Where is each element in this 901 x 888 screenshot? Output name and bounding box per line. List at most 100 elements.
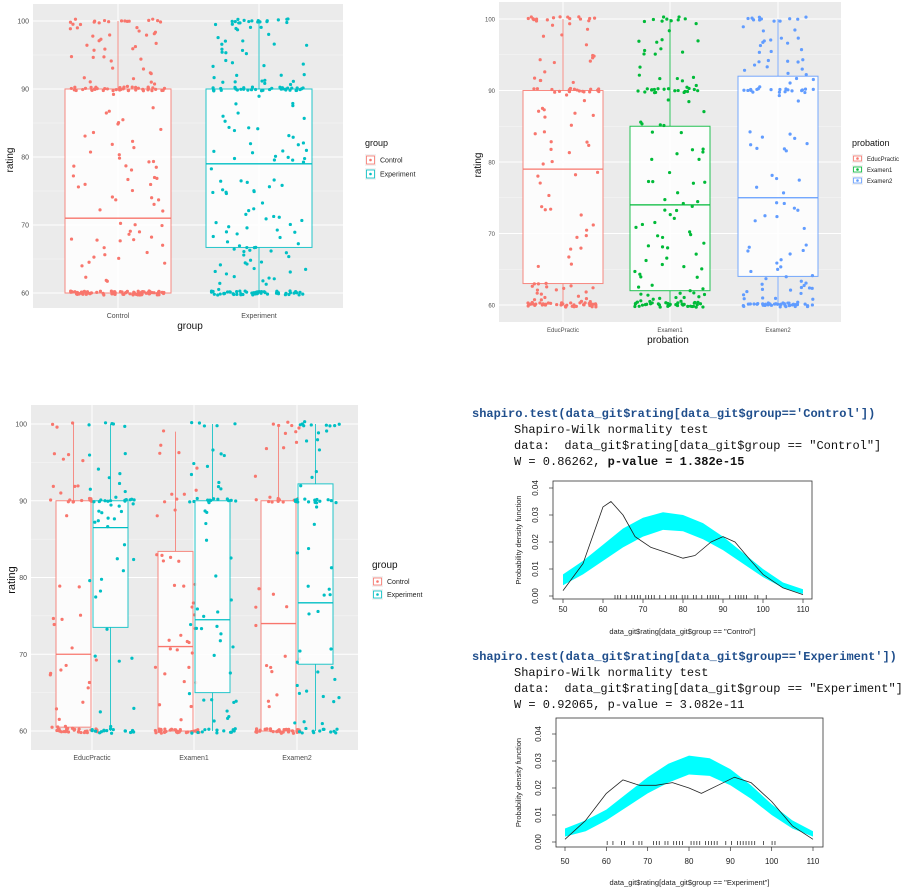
data-point: [287, 254, 291, 259]
y-tick-label: 60: [488, 304, 495, 310]
data-point: [646, 179, 651, 184]
data-point: [585, 27, 590, 31]
data-point: [215, 424, 219, 428]
data-point: [54, 707, 59, 711]
data-point: [306, 546, 311, 551]
data-point: [157, 289, 161, 294]
data-point: [770, 173, 774, 178]
data-point: [110, 142, 114, 146]
data-point: [578, 301, 582, 305]
data-point: [59, 668, 63, 672]
data-point: [134, 88, 138, 92]
data-point: [535, 291, 539, 295]
data-point: [291, 79, 295, 83]
x-tick-label: 60: [602, 857, 611, 866]
data-point: [587, 301, 591, 306]
data-point: [702, 109, 706, 114]
data-point: [264, 663, 269, 668]
data-point: [688, 304, 693, 308]
data-point: [107, 476, 111, 480]
data-point: [119, 87, 123, 92]
data-point: [226, 716, 230, 720]
data-point: [219, 179, 223, 183]
data-point: [800, 89, 804, 93]
data-point: [775, 201, 779, 205]
data-point: [807, 286, 812, 290]
data-point: [149, 235, 154, 239]
data-point: [741, 293, 746, 297]
data-point: [124, 164, 128, 168]
data-point: [639, 299, 643, 303]
data-point: [337, 422, 341, 426]
data-point: [551, 16, 556, 20]
data-point: [277, 423, 281, 428]
p-value: p-value = 1.382e-15: [607, 455, 745, 469]
data-point: [59, 491, 63, 495]
data-point: [77, 585, 81, 589]
data-point: [216, 293, 220, 297]
data-point: [534, 17, 539, 21]
data-point: [230, 61, 235, 65]
data-point: [220, 47, 224, 51]
data-point: [535, 87, 540, 91]
data-point: [195, 496, 199, 501]
data-point: [90, 88, 94, 92]
data-point: [130, 85, 134, 89]
data-point: [790, 89, 794, 93]
data-point: [701, 305, 705, 309]
data-point: [538, 78, 542, 83]
data-point: [108, 33, 112, 37]
data-point: [283, 431, 288, 435]
data-point: [667, 29, 671, 33]
data-point: [106, 499, 110, 503]
data-point: [71, 174, 76, 178]
legend-key-point: [376, 593, 379, 596]
p-value: p-value = 3.082e-11: [607, 698, 745, 712]
data-point: [243, 289, 247, 293]
data-point: [119, 509, 124, 514]
data-point: [593, 302, 598, 306]
data-point: [132, 557, 136, 562]
data-point: [77, 727, 81, 731]
data-point: [810, 286, 814, 290]
data-point: [302, 720, 306, 724]
data-point: [562, 286, 566, 290]
data-point: [585, 228, 589, 232]
data-point: [295, 683, 299, 688]
data-point: [130, 139, 135, 143]
data-point: [765, 65, 769, 69]
data-point: [104, 111, 108, 115]
data-point: [61, 457, 65, 461]
data-point: [69, 54, 74, 59]
data-point: [146, 290, 151, 294]
data-point: [584, 43, 589, 47]
y-tick-label: 0.02: [534, 780, 543, 796]
data-point: [281, 500, 285, 504]
data-point: [212, 149, 216, 153]
data-point: [220, 42, 224, 46]
data-point: [190, 421, 194, 425]
data-point: [559, 303, 563, 307]
data-point: [272, 277, 276, 281]
data-point: [111, 422, 116, 426]
data-point: [80, 498, 84, 503]
data-point: [240, 48, 245, 53]
data-point: [254, 730, 258, 734]
data-point: [776, 302, 780, 306]
data-point: [103, 499, 107, 503]
data-point: [125, 289, 129, 293]
data-point: [547, 193, 551, 198]
data-point: [73, 17, 78, 21]
data-point: [676, 18, 680, 22]
data-point: [174, 730, 179, 734]
data-point: [577, 15, 581, 19]
data-point: [634, 225, 638, 229]
data-point: [131, 502, 135, 506]
data-point: [539, 298, 543, 302]
data-point: [636, 89, 640, 93]
data-point: [543, 295, 547, 300]
data-point: [215, 731, 219, 735]
data-point: [746, 249, 750, 253]
data-point: [56, 725, 60, 729]
data-point: [175, 648, 179, 652]
